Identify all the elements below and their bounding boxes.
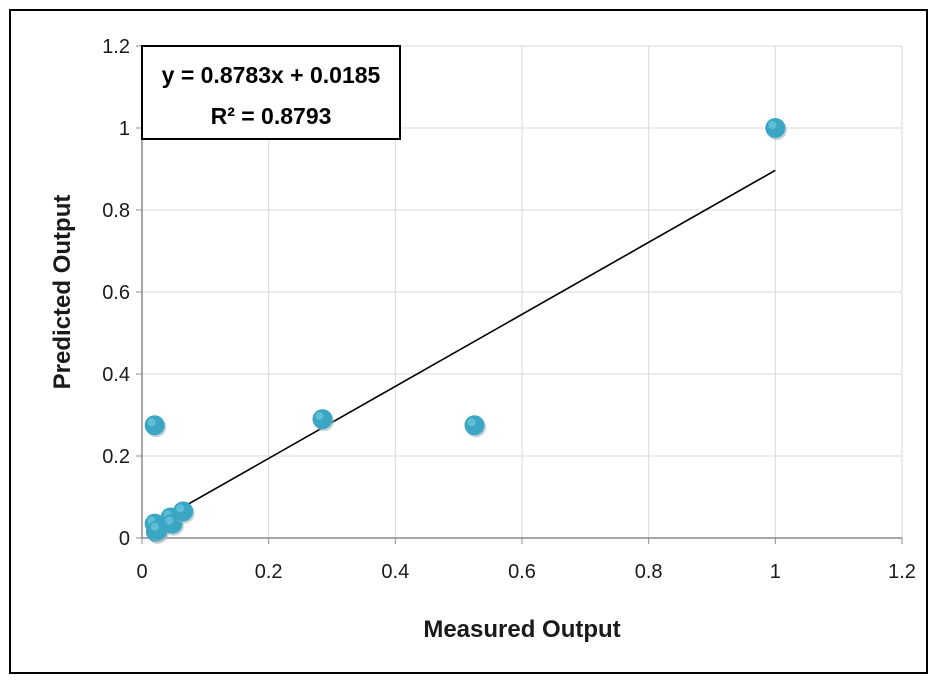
tick-labels: 0 0.2 0.4 0.6 0.8 1 1.2 0 0.2 0.4 0.6 0.8 1 1.2 [102,36,916,583]
x-tick-label: 0.8 [635,561,663,583]
y-tick-label: 0 [119,528,130,550]
regression-equation: y = 0.8783x + 0.0185 [162,62,381,88]
equation-box-border [141,45,401,140]
y-tick-label: 0.6 [102,282,130,304]
equation-box: y = 0.8783x + 0.0185 R² = 0.8793 [141,45,401,140]
y-tick-label: 0.4 [102,364,130,386]
x-tick-label: 0.2 [255,561,283,583]
x-tick-label: 0.6 [508,561,536,583]
data-point [464,415,486,438]
data-point [312,409,334,432]
data-point [144,415,167,438]
y-tick-label: 0.8 [102,200,130,222]
r-squared-label: R² = 0.8793 [211,103,332,129]
x-tick-label: 1 [770,561,781,583]
x-tick-label: 1.2 [888,561,916,583]
x-axis-title: Measured Output [423,616,620,643]
x-tick-label: 0.4 [381,561,409,583]
data-point [173,501,195,524]
y-axis-title: Predicted Output [49,195,76,390]
x-tick-label: 0 [136,561,147,583]
y-tick-label: 0.2 [102,446,130,468]
data-point [765,118,787,140]
trendline-group [154,169,776,524]
linear-trendline [154,169,776,524]
y-tick-label: 1 [119,118,130,140]
y-tick-label: 1.2 [102,36,130,58]
data-points [144,118,787,544]
